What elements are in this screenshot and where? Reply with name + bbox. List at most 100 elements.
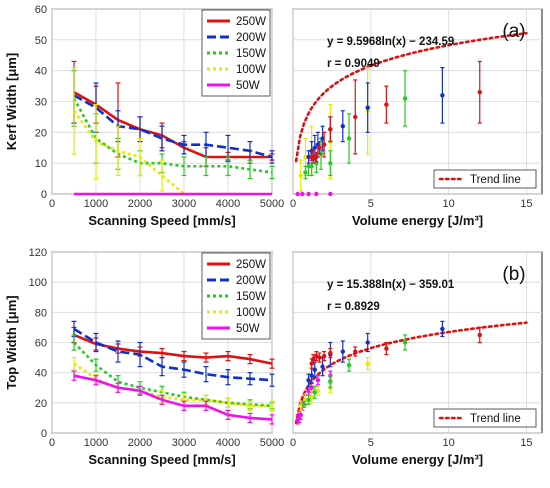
y-tick-label: 20 xyxy=(35,398,47,410)
data-point xyxy=(346,136,352,141)
legend: Trend line xyxy=(433,408,537,428)
data-point xyxy=(314,191,319,197)
legend-label: 150W xyxy=(236,291,266,303)
y-tick-label: 60 xyxy=(35,4,47,16)
x-tick-label: 5000 xyxy=(260,437,284,449)
x-tick-label: 10 xyxy=(443,198,455,210)
annotation-text: y = 9.5968ln(x) − 234.59 xyxy=(327,36,454,48)
series-line xyxy=(73,374,273,421)
x-tick-label: 5 xyxy=(368,437,374,449)
y-tick-label: 0 xyxy=(41,189,47,201)
x-axis-label: Scanning Speed [mm/s] xyxy=(88,452,235,467)
data-point xyxy=(306,397,311,403)
x-tick-label: 4000 xyxy=(216,198,240,210)
data-point xyxy=(301,402,307,407)
data-point xyxy=(306,388,311,393)
x-tick-label: 0 xyxy=(49,437,55,449)
data-point xyxy=(306,191,311,197)
data-point xyxy=(298,412,303,418)
x-tick-label: 3000 xyxy=(172,198,196,210)
x-tick-label: 1000 xyxy=(84,437,108,449)
data-point xyxy=(306,154,311,160)
data-point xyxy=(328,160,333,166)
y-tick-label: 120 xyxy=(29,247,47,259)
series-line xyxy=(73,327,273,382)
data-point xyxy=(346,362,352,368)
y-tick-label: 50 xyxy=(35,35,47,47)
annotation-text: r = 0.8929 xyxy=(327,301,380,313)
annotation-text: y = 15.388ln(x) − 359.01 xyxy=(327,279,455,291)
data-point xyxy=(328,379,333,384)
data-point xyxy=(321,353,327,359)
x-axis-label: Volume energy [J/m³] xyxy=(352,213,483,228)
data-points xyxy=(295,60,482,197)
data-point xyxy=(365,105,370,110)
data-point xyxy=(306,378,311,383)
panel-label: (a) xyxy=(502,21,525,42)
data-point xyxy=(328,127,333,132)
x-tick-label: 3000 xyxy=(172,437,196,449)
legend-label: 100W xyxy=(236,64,266,76)
series-line xyxy=(72,109,185,195)
chart-b_left: 0 1000 2000 3000 4000 5000 0 20 40 60 80 100 120 Scan… xyxy=(4,247,284,467)
annotation-text: r = 0.9049 xyxy=(327,58,380,70)
data-point xyxy=(315,378,321,383)
legend-label: Trend line xyxy=(470,413,521,425)
series-50W xyxy=(71,370,275,425)
legend-label: 100W xyxy=(236,307,266,319)
legend-label: 250W xyxy=(236,259,266,271)
data-point xyxy=(309,394,314,399)
data-point xyxy=(328,350,333,356)
data-point xyxy=(311,356,316,362)
data-point xyxy=(312,390,317,395)
data-point xyxy=(295,191,300,197)
legend: 250W 200W 150W 100W 50W xyxy=(201,252,271,340)
y-tick-label: 40 xyxy=(35,66,47,78)
series-200W xyxy=(71,320,275,387)
data-point xyxy=(340,349,345,354)
data-point xyxy=(384,102,389,107)
data-point xyxy=(314,154,319,160)
x-tick-label: 10 xyxy=(443,437,455,449)
data-point xyxy=(365,340,370,345)
data-point xyxy=(340,123,345,129)
legend-label: 200W xyxy=(236,32,266,44)
gridlines xyxy=(292,8,542,195)
x-tick-label: 0 xyxy=(290,437,296,449)
data-point xyxy=(298,173,303,178)
legend-box xyxy=(433,169,537,189)
legend-label: 250W xyxy=(236,16,266,28)
x-tick-label: 15 xyxy=(520,437,532,449)
chart-a_left: 0 1000 2000 3000 4000 5000 0 10 20 30 40 50 60 Scanni… xyxy=(4,4,284,228)
data-point xyxy=(300,191,305,197)
legend-label: Trend line xyxy=(470,174,521,186)
y-tick-label: 20 xyxy=(35,127,47,139)
data-point xyxy=(309,164,314,169)
data-point xyxy=(477,90,482,95)
legend: 250W 200W 150W 100W 50W xyxy=(201,9,271,97)
x-tick-label: 2000 xyxy=(128,437,152,449)
data-point xyxy=(312,367,317,372)
data-point xyxy=(353,349,358,354)
chart-b_right: 0 5 10 15 Volume energy [J/m³] y = 15.388ln(x… xyxy=(290,251,543,467)
legend-box xyxy=(433,408,537,428)
x-tick-label: 4000 xyxy=(216,437,240,449)
legend-label: 200W xyxy=(236,275,266,287)
data-point xyxy=(312,145,317,150)
x-tick-label: 2000 xyxy=(128,198,152,210)
data-point xyxy=(306,164,311,169)
data-point xyxy=(320,364,325,369)
panel-label: (b) xyxy=(502,264,525,285)
data-point xyxy=(317,355,322,360)
data-point xyxy=(402,96,408,101)
legend-box xyxy=(201,9,271,97)
legend-label: 150W xyxy=(236,48,266,60)
y-tick-label: 100 xyxy=(29,277,47,289)
legend: Trend line xyxy=(433,169,537,189)
data-point xyxy=(440,93,445,98)
trend-line xyxy=(294,31,528,163)
data-point xyxy=(321,142,327,147)
x-tick-label: 0 xyxy=(49,198,55,210)
x-axis-label: Scanning Speed [mm/s] xyxy=(88,213,235,228)
